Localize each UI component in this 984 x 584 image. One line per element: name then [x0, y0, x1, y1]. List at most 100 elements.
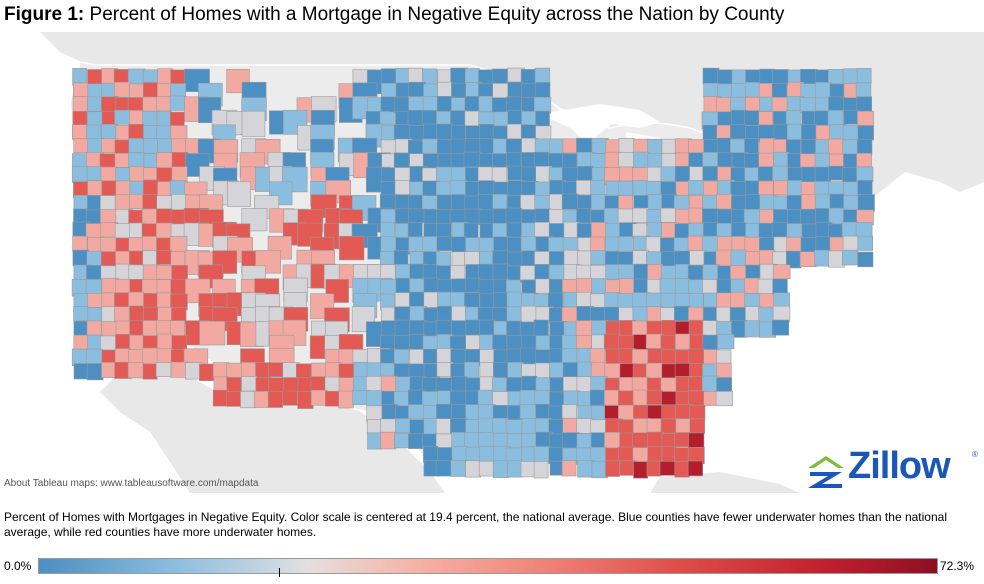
county-polygon[interactable] — [477, 194, 495, 211]
county-polygon[interactable] — [673, 305, 691, 322]
county-polygon[interactable] — [451, 236, 467, 253]
county-polygon[interactable] — [492, 460, 510, 478]
county-polygon[interactable] — [479, 293, 496, 310]
county-polygon[interactable] — [647, 264, 663, 281]
county-polygon[interactable] — [786, 236, 803, 252]
county-polygon[interactable] — [408, 208, 425, 224]
county-polygon[interactable] — [701, 208, 720, 224]
county-polygon[interactable] — [73, 82, 89, 98]
county-polygon[interactable] — [157, 138, 173, 154]
county-polygon[interactable] — [507, 165, 523, 181]
county-polygon[interactable] — [660, 207, 676, 223]
county-polygon[interactable] — [716, 377, 732, 393]
county-polygon[interactable] — [464, 277, 481, 293]
county-polygon[interactable] — [86, 166, 103, 181]
county-polygon[interactable] — [464, 96, 481, 112]
county-polygon[interactable] — [715, 391, 733, 407]
county-polygon[interactable] — [380, 431, 396, 450]
county-polygon[interactable] — [380, 181, 397, 197]
county-polygon[interactable] — [156, 348, 174, 364]
county-polygon[interactable] — [408, 236, 426, 252]
county-polygon[interactable] — [660, 292, 676, 309]
county-polygon[interactable] — [758, 152, 774, 169]
county-polygon[interactable] — [156, 152, 174, 169]
county-polygon[interactable] — [521, 83, 537, 99]
county-polygon[interactable] — [744, 194, 761, 212]
county-polygon[interactable] — [128, 264, 145, 280]
county-polygon[interactable] — [772, 305, 791, 323]
county-polygon[interactable] — [605, 348, 621, 367]
county-polygon[interactable] — [407, 222, 423, 237]
county-polygon[interactable] — [659, 460, 677, 476]
county-polygon[interactable] — [478, 237, 496, 253]
county-polygon[interactable] — [758, 306, 774, 324]
county-polygon[interactable] — [632, 432, 649, 449]
county-polygon[interactable] — [716, 137, 732, 154]
county-polygon[interactable] — [491, 166, 508, 183]
county-polygon[interactable] — [478, 123, 495, 140]
county-polygon[interactable] — [535, 110, 550, 127]
county-polygon[interactable] — [687, 235, 705, 252]
county-polygon[interactable] — [855, 82, 872, 98]
county-polygon[interactable] — [115, 167, 131, 184]
county-polygon[interactable] — [156, 250, 172, 265]
county-polygon[interactable] — [702, 152, 718, 167]
county-polygon[interactable] — [394, 319, 412, 336]
county-polygon[interactable] — [129, 305, 144, 323]
county-polygon[interactable] — [114, 109, 131, 125]
county-polygon[interactable] — [100, 335, 117, 351]
county-polygon[interactable] — [127, 362, 144, 379]
county-polygon[interactable] — [590, 264, 607, 281]
county-polygon[interactable] — [646, 320, 665, 336]
county-polygon[interactable] — [129, 250, 145, 267]
county-polygon[interactable] — [380, 68, 398, 84]
county-polygon[interactable] — [506, 291, 524, 308]
county-polygon[interactable] — [73, 138, 90, 154]
county-polygon[interactable] — [617, 293, 635, 309]
county-polygon[interactable] — [86, 265, 104, 282]
county-polygon[interactable] — [128, 83, 144, 99]
county-polygon[interactable] — [827, 165, 845, 181]
county-polygon[interactable] — [492, 377, 508, 393]
county-polygon[interactable] — [688, 152, 704, 168]
county-polygon[interactable] — [365, 375, 383, 392]
county-polygon[interactable] — [450, 418, 467, 434]
county-polygon[interactable] — [757, 278, 773, 295]
county-polygon[interactable] — [367, 432, 383, 450]
county-polygon[interactable] — [716, 349, 732, 365]
county-polygon[interactable] — [617, 236, 633, 253]
county-polygon[interactable] — [212, 389, 229, 407]
county-polygon[interactable] — [393, 152, 410, 169]
county-polygon[interactable] — [548, 223, 565, 239]
county-polygon[interactable] — [857, 110, 874, 128]
county-polygon[interactable] — [295, 363, 312, 379]
county-polygon[interactable] — [842, 167, 858, 184]
county-polygon[interactable] — [101, 180, 118, 196]
county-polygon[interactable] — [492, 250, 510, 266]
county-polygon[interactable] — [199, 320, 226, 346]
county-polygon[interactable] — [380, 375, 399, 392]
county-polygon[interactable] — [87, 307, 104, 323]
county-polygon[interactable] — [409, 291, 425, 309]
county-polygon[interactable] — [380, 96, 396, 113]
county-polygon[interactable] — [815, 125, 831, 141]
county-polygon[interactable] — [786, 195, 803, 212]
county-polygon[interactable] — [688, 293, 704, 309]
county-polygon[interactable] — [407, 109, 425, 126]
county-polygon[interactable] — [590, 180, 606, 195]
county-polygon[interactable] — [156, 125, 173, 141]
county-polygon[interactable] — [604, 251, 620, 267]
county-polygon[interactable] — [800, 124, 817, 142]
county-polygon[interactable] — [86, 250, 103, 268]
county-polygon[interactable] — [422, 264, 438, 281]
county-polygon[interactable] — [85, 279, 102, 295]
county-polygon[interactable] — [729, 307, 747, 323]
county-polygon[interactable] — [519, 265, 537, 281]
county-polygon[interactable] — [227, 181, 251, 207]
county-polygon[interactable] — [101, 306, 117, 323]
county-polygon[interactable] — [856, 166, 874, 182]
county-polygon[interactable] — [155, 362, 172, 377]
county-polygon[interactable] — [241, 110, 266, 137]
county-polygon[interactable] — [534, 208, 552, 225]
county-polygon[interactable] — [114, 223, 132, 239]
